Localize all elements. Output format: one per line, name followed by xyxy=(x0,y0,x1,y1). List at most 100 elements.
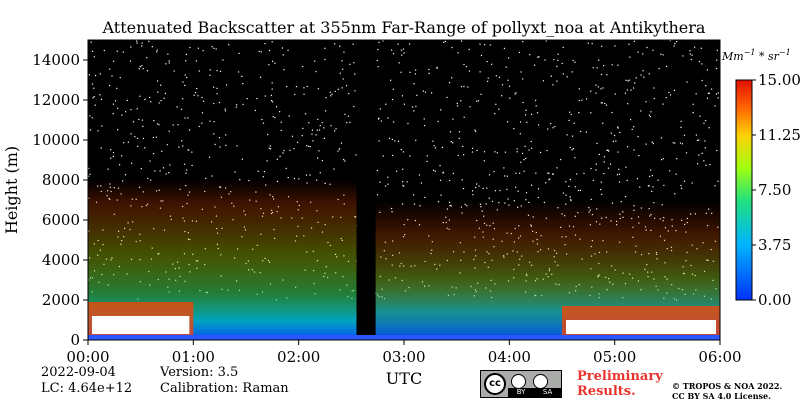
noise-dot xyxy=(431,92,433,94)
noise-dot xyxy=(293,148,295,150)
noise-dot xyxy=(100,147,102,149)
noise-dot xyxy=(596,67,598,69)
noise-dot xyxy=(509,97,511,99)
noise-dot xyxy=(571,135,574,137)
noise-dot xyxy=(591,43,593,45)
noise-dot xyxy=(352,43,354,45)
noise-dot xyxy=(242,83,244,85)
noise-dot xyxy=(272,60,274,62)
noise-dot xyxy=(476,183,478,185)
y-axis: 0 2000 4000 6000 8000 10000 12000 14000 xyxy=(32,51,88,349)
noise-dot xyxy=(519,172,521,174)
noise-dot xyxy=(648,73,650,75)
noise-dot xyxy=(701,63,703,65)
noise-dot xyxy=(568,185,570,187)
noise-dot xyxy=(579,189,582,191)
y-axis-label: Height (m) xyxy=(2,146,21,234)
noise-dot xyxy=(458,131,461,133)
noise-dot xyxy=(606,149,608,151)
noise-dot xyxy=(487,80,489,82)
noise-dot xyxy=(267,133,269,136)
noise-dot xyxy=(391,98,394,101)
noise-dot xyxy=(408,43,411,45)
noise-dot xyxy=(402,181,404,183)
noise-dot xyxy=(409,155,411,157)
noise-dot xyxy=(714,105,716,107)
noise-dot xyxy=(214,143,216,146)
noise-dot xyxy=(157,80,159,82)
noise-dot xyxy=(674,42,676,45)
noise-dot xyxy=(413,83,415,85)
noise-dot xyxy=(708,127,710,129)
noise-dot xyxy=(224,110,227,112)
noise-dot xyxy=(342,68,344,70)
noise-dot xyxy=(415,69,417,71)
noise-dot xyxy=(571,71,573,73)
noise-dot xyxy=(695,93,697,95)
noise-dot xyxy=(444,40,447,43)
x-tick-label: 00:00 xyxy=(66,348,109,366)
noise-dot xyxy=(463,85,465,88)
noise-dot xyxy=(160,99,162,102)
noise-dot xyxy=(341,87,343,89)
noise-dot xyxy=(706,97,709,99)
noise-dot xyxy=(617,151,619,153)
noise-dot xyxy=(628,79,630,81)
noise-dot xyxy=(619,131,621,134)
noise-dot xyxy=(546,149,548,152)
noise-dot xyxy=(603,156,606,158)
noise-dot xyxy=(504,175,506,177)
noise-dot xyxy=(263,171,266,173)
noise-dot xyxy=(548,178,551,180)
noise-dot xyxy=(306,145,308,147)
noise-dot xyxy=(337,88,339,90)
noise-dot xyxy=(484,44,486,46)
noise-dot xyxy=(129,60,132,62)
copyright-line1: © TROPOS & NOA 2022. xyxy=(672,381,783,391)
x-tick-label: 01:00 xyxy=(172,348,215,366)
noise-dot xyxy=(153,120,155,122)
noise-dot xyxy=(545,182,547,184)
noise-dot xyxy=(287,49,289,51)
noise-dot xyxy=(596,142,598,144)
noise-dot xyxy=(402,184,404,187)
noise-dot xyxy=(317,157,319,159)
noise-dot xyxy=(452,118,454,120)
noise-dot xyxy=(392,88,394,90)
noise-dot xyxy=(515,172,517,174)
noise-dot xyxy=(134,136,136,138)
noise-dot xyxy=(99,73,101,75)
noise-dot xyxy=(633,40,635,42)
noise-dot xyxy=(187,149,189,151)
noise-dot xyxy=(634,82,636,84)
noise-dot xyxy=(211,46,213,48)
noise-dot xyxy=(548,179,550,181)
noise-dot xyxy=(613,134,616,137)
noise-dot xyxy=(537,56,539,58)
noise-dot xyxy=(201,122,203,124)
noise-dot xyxy=(341,60,343,62)
noise-dot xyxy=(662,54,664,56)
noise-dot xyxy=(465,66,467,68)
noise-dot xyxy=(711,88,713,90)
colorbar-tick-label: 15.00 xyxy=(758,71,800,89)
noise-dot xyxy=(483,151,486,153)
noise-dot xyxy=(647,185,649,187)
noise-dot xyxy=(597,86,599,88)
noise-dot xyxy=(461,179,463,181)
feature-white xyxy=(92,316,190,334)
noise-dot xyxy=(201,96,203,99)
copyright-notice: © TROPOS & NOA 2022. CC BY SA 4.0 Licens… xyxy=(672,381,782,401)
noise-dot xyxy=(323,127,325,129)
noise-dot xyxy=(353,105,355,108)
noise-dot xyxy=(130,46,132,48)
noise-dot xyxy=(397,43,399,45)
noise-dot xyxy=(491,63,493,65)
noise-dot xyxy=(330,125,332,127)
noise-dot xyxy=(506,188,508,190)
x-axis-label: UTC xyxy=(386,369,422,388)
feature-white xyxy=(566,320,716,334)
noise-dot xyxy=(213,102,215,105)
cc-license-badge[interactable]: cc BY SA xyxy=(480,370,562,398)
noise-dot xyxy=(218,101,221,104)
